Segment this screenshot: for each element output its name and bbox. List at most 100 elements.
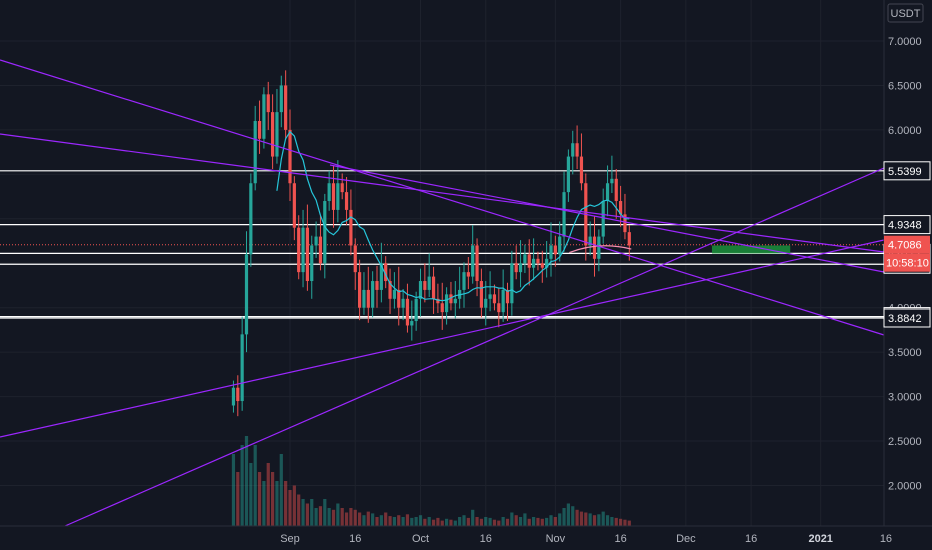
volume-bar (275, 481, 279, 526)
trendlines[interactable] (0, 59, 885, 527)
candle-body (423, 281, 427, 290)
volume-bar (462, 515, 466, 526)
volume-bar (431, 519, 436, 526)
candle-body (627, 232, 631, 246)
volume-bar (436, 517, 440, 526)
volume-bar (466, 517, 470, 526)
candle-body (466, 272, 470, 277)
candle-body (371, 281, 375, 308)
countdown-tag (884, 253, 930, 272)
volume-bar (484, 517, 488, 526)
level-label: 4.9348 (888, 220, 922, 232)
x-tick-label: 16 (880, 533, 892, 545)
volume-bar (614, 517, 618, 526)
volume-bar (262, 481, 266, 526)
x-tick-label: Dec (676, 533, 696, 545)
volume-bar (627, 520, 631, 526)
volume-bar (327, 508, 331, 526)
countdown-label: 10:58:10 (886, 258, 929, 270)
candle-body (284, 85, 288, 130)
candle-body (418, 281, 423, 299)
volume-bar (301, 499, 305, 526)
volume-bar (449, 519, 453, 526)
volume-bar (279, 454, 283, 526)
volume-bar (571, 506, 575, 526)
candle-body (414, 298, 418, 322)
volume-bar (397, 515, 401, 526)
volume-bar (375, 517, 379, 526)
candle-body (240, 334, 244, 402)
volume-bar (388, 516, 392, 526)
volume-bar (418, 515, 423, 526)
volume-bar (458, 517, 462, 526)
candle-body (497, 303, 501, 313)
y-tick-label: 6.5000 (888, 80, 922, 92)
volume-bar (362, 515, 366, 526)
candle-body (445, 294, 449, 313)
y-tick-label: 6.0000 (888, 125, 922, 137)
candlesticks (231, 70, 631, 417)
volume-bar (423, 518, 427, 526)
candle-body (601, 201, 605, 237)
currency-label: USDT (891, 8, 921, 20)
time-axis[interactable]: Sep 16 Oct 16 Nov 16 Dec 16 2021 16 (0, 525, 932, 545)
volume-bar (427, 517, 431, 526)
candle-body (301, 227, 305, 273)
candle-body (358, 272, 362, 308)
volume-bar (488, 517, 492, 526)
volume-bar (514, 515, 518, 526)
candle-body (405, 298, 410, 326)
candle-body (323, 201, 327, 264)
volume-bar (336, 503, 340, 526)
volume-bar (297, 494, 301, 526)
target-zone[interactable] (711, 245, 791, 254)
candle-body (253, 121, 257, 184)
volume-bar (545, 517, 549, 526)
candle-body (231, 387, 236, 406)
candle-body (518, 263, 523, 273)
candle-body (366, 289, 370, 308)
candle-body (619, 201, 623, 215)
x-tick-label: Nov (546, 533, 566, 545)
candle-body (353, 245, 357, 273)
candle-body (614, 178, 618, 202)
price-axis[interactable]: USDT 7.00006.50006.00005.50005.00004.500… (883, 0, 932, 526)
current-price-tag (884, 235, 930, 254)
volume-bar (318, 506, 323, 526)
candle-body (344, 192, 349, 210)
volume-bar (510, 512, 514, 526)
candle-body (279, 85, 283, 113)
volume-bar (271, 472, 275, 526)
candle-body (375, 281, 379, 290)
candle-body (440, 303, 444, 313)
x-tick-label: 16 (614, 533, 626, 545)
candle-body (249, 183, 253, 255)
x-tick-label: 16 (349, 533, 361, 545)
volume-bar (323, 499, 327, 526)
volume-bar (518, 517, 523, 526)
volume-bar (453, 520, 457, 526)
volume-bar (445, 518, 449, 526)
volume-bar (597, 514, 601, 526)
candle-body (431, 276, 436, 299)
y-tick-label: 3.5000 (888, 347, 922, 359)
level-tag (883, 215, 931, 235)
currency-badge[interactable] (887, 3, 924, 23)
volume-bar (358, 512, 362, 526)
candle-body (610, 178, 614, 184)
candle-body (579, 156, 584, 184)
y-tick-label: 3.0000 (888, 392, 922, 404)
volume-bar (536, 517, 540, 526)
candle-body (514, 263, 518, 273)
candle-body (336, 183, 340, 210)
candle-body (310, 245, 314, 282)
candle-body (501, 289, 505, 313)
x-tick-labels: Sep 16 Oct 16 Nov 16 Dec 16 2021 16 (280, 533, 892, 545)
level-label: 3.8842 (888, 313, 922, 325)
candle-body (488, 294, 492, 299)
target-zone-rect (711, 245, 791, 254)
volume-bar (562, 508, 566, 526)
candle-body (401, 298, 405, 308)
volume-bar (523, 513, 527, 526)
